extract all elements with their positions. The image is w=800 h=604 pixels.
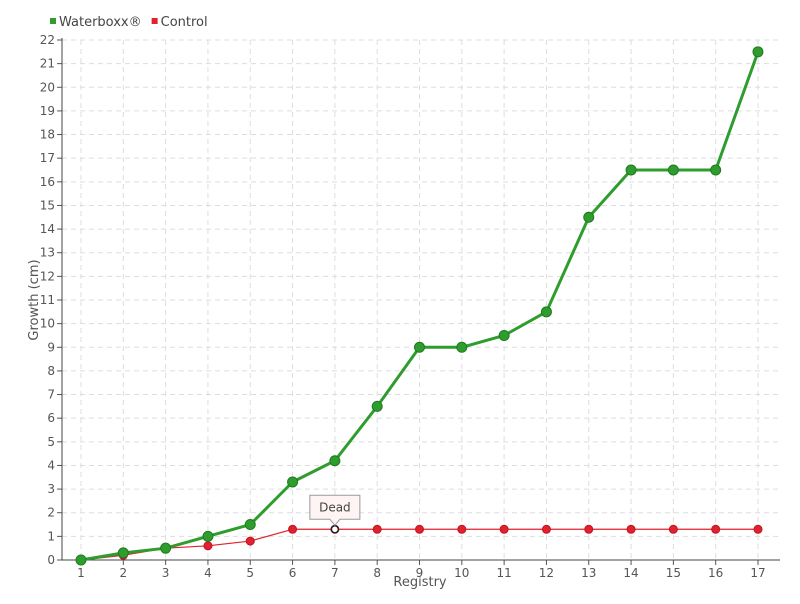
legend-label: Control (161, 15, 208, 30)
annotations-layer: Dead (309, 494, 361, 534)
series-point-0 (625, 164, 637, 176)
x-tick-label: 12 (539, 566, 554, 580)
series-point-1 (584, 524, 594, 534)
series-point-1 (499, 524, 509, 534)
y-tick-label: 13 (40, 246, 55, 260)
y-axis-label: Growth (cm) (27, 259, 42, 340)
series-point-1 (288, 524, 298, 534)
series-point-1 (203, 541, 213, 551)
y-tick-label: 3 (47, 482, 55, 496)
x-tick-label: 14 (623, 566, 638, 580)
series-point-1 (415, 524, 424, 534)
series-point-0 (371, 400, 383, 412)
y-tick-label: 4 (47, 458, 55, 472)
series-point-0 (329, 455, 341, 467)
x-tick-label: 13 (581, 566, 596, 580)
y-tick-label: 6 (47, 411, 55, 425)
y-tick-label: 10 (40, 317, 55, 331)
annotation-label: Dead (319, 500, 351, 514)
grid (62, 39, 780, 560)
y-tick-label: 9 (47, 340, 55, 354)
series-point-1 (245, 536, 255, 546)
series-point-1 (541, 524, 551, 534)
x-tick-label: 16 (708, 566, 723, 580)
series-point-0 (244, 519, 256, 531)
x-tick-label: 9 (416, 566, 424, 580)
series-point-0 (583, 211, 595, 223)
y-tick-label: 14 (40, 222, 55, 236)
y-tick-label: 8 (47, 364, 55, 378)
x-tick-label: 3 (162, 566, 170, 580)
series-point-1 (668, 524, 678, 534)
series-point-1 (711, 524, 721, 534)
y-tick-label: 15 (40, 198, 55, 212)
series-layer (75, 46, 764, 566)
series-point-0 (752, 46, 764, 58)
x-tick-label: 1 (77, 566, 85, 580)
y-tick-label: 16 (40, 175, 55, 189)
y-tick-label: 22 (40, 33, 55, 47)
y-tick-label: 21 (40, 57, 55, 71)
series-point-1 (372, 524, 382, 534)
series-point-0 (287, 476, 299, 488)
y-tick-label: 5 (47, 435, 55, 449)
y-tick-label: 20 (40, 80, 55, 94)
x-tick-label: 7 (331, 566, 339, 580)
annotation-callout (309, 494, 361, 527)
series-point-1 (457, 524, 467, 534)
x-tick-label: 2 (119, 566, 127, 580)
series-point-0 (540, 306, 552, 318)
x-tick-label: 10 (454, 566, 469, 580)
y-tick-label: 7 (47, 388, 55, 402)
legend-label: Waterboxx® (59, 15, 142, 30)
y-tick-label: 19 (40, 104, 55, 118)
annotation-marker (330, 525, 340, 534)
y-tick-label: 18 (40, 128, 55, 142)
x-tick-label: 8 (373, 566, 381, 580)
series-point-0 (75, 554, 87, 566)
x-tick-label: 15 (666, 566, 681, 580)
series-point-1 (626, 524, 636, 534)
legend: Waterboxx® Control (50, 15, 208, 30)
x-tick-label: 17 (750, 566, 765, 580)
series-point-1 (753, 524, 763, 534)
series-point-0 (456, 341, 468, 353)
x-axis-label: Registry (393, 575, 447, 590)
legend-swatch (50, 18, 56, 24)
y-tick-label: 11 (40, 293, 55, 307)
x-tick-label: 11 (496, 566, 511, 580)
series-point-0 (117, 547, 129, 559)
series-point-0 (202, 530, 214, 542)
x-tick-label: 6 (289, 566, 297, 580)
series-point-0 (160, 542, 172, 554)
series-point-0 (414, 341, 425, 353)
x-tick-label: 4 (204, 566, 212, 580)
y-tick-label: 12 (40, 269, 55, 283)
y-tick-label: 17 (40, 151, 55, 165)
series-point-0 (667, 164, 679, 176)
legend-swatch (151, 18, 158, 24)
y-tick-label: 0 (47, 553, 55, 567)
series-point-0 (710, 164, 722, 176)
x-tick-label: 5 (246, 566, 254, 580)
series-point-0 (498, 329, 510, 341)
y-tick-label: 2 (47, 506, 55, 520)
y-tick-label: 1 (47, 529, 55, 543)
